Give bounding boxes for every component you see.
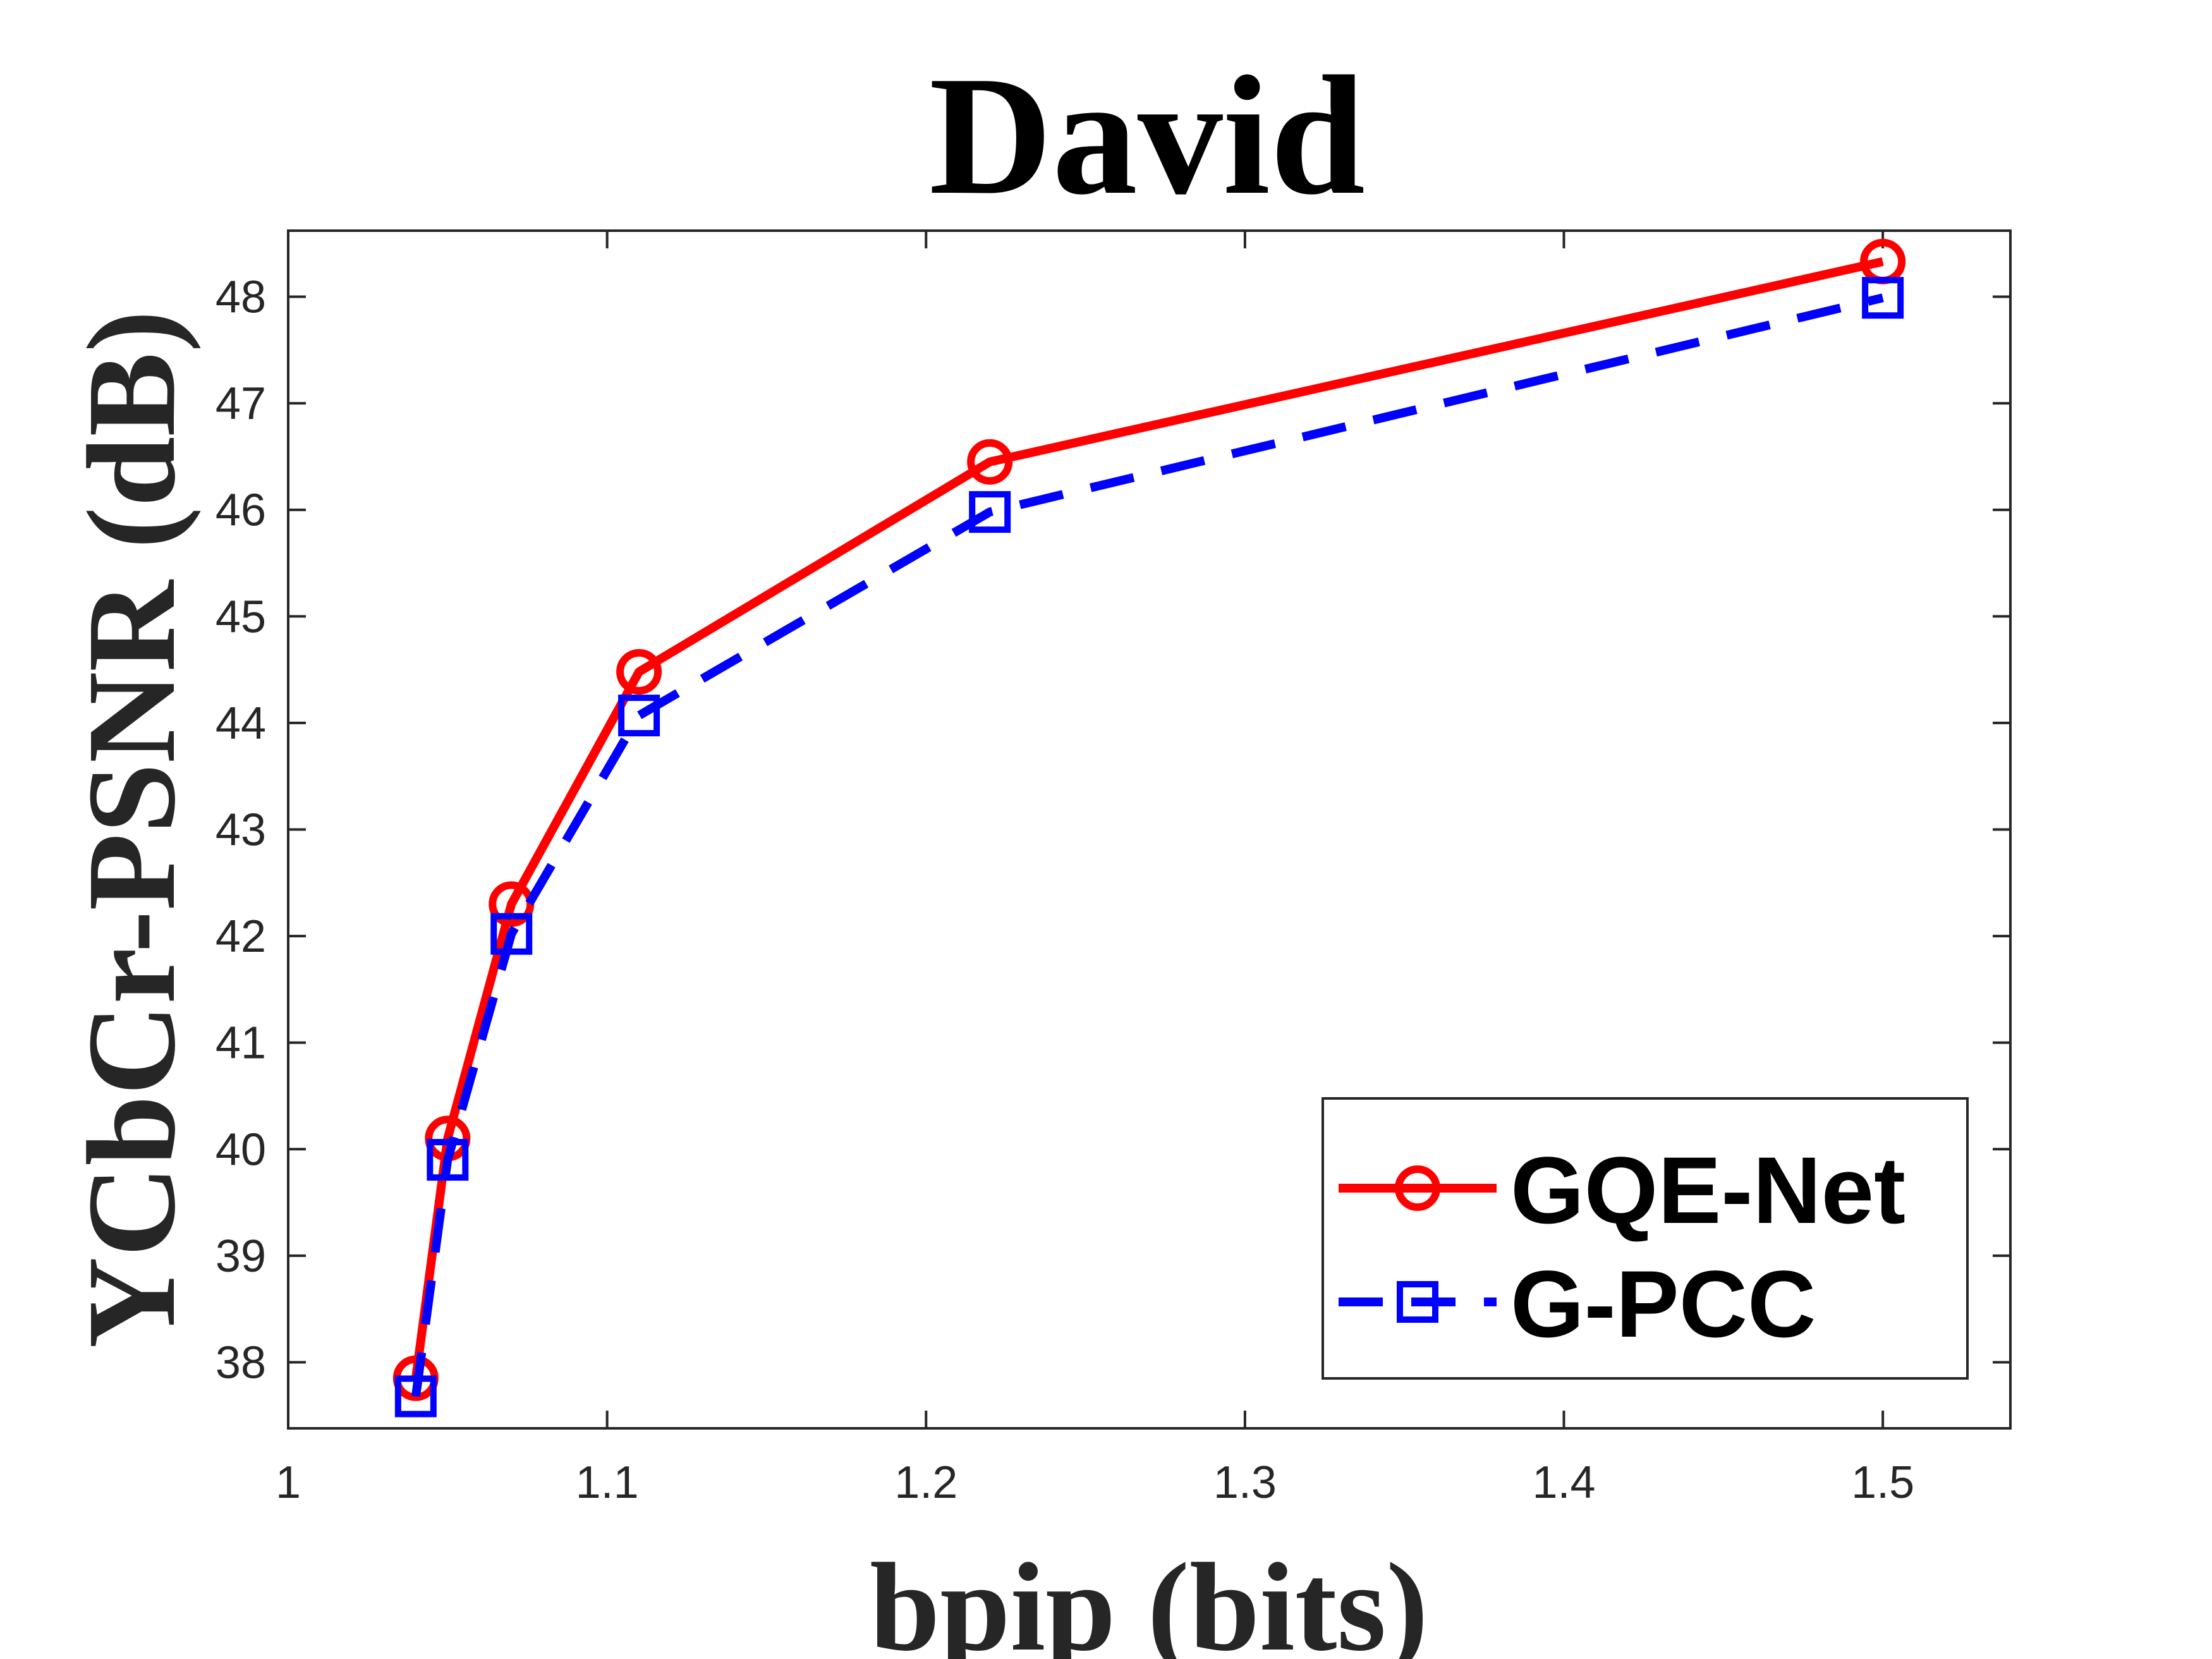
data-point bbox=[489, 881, 535, 927]
series-layer bbox=[392, 238, 1906, 1418]
data-point bbox=[967, 439, 1013, 485]
y-tick-label: 43 bbox=[216, 805, 266, 856]
x-axis: 1 1.1 1.2 1.3 1.4 1.5 bbox=[276, 231, 1914, 1508]
y-tick-label: 44 bbox=[216, 698, 266, 749]
legend-label: G-PCC bbox=[1510, 1251, 1816, 1357]
x-tick-label: 1.4 bbox=[1532, 1457, 1595, 1508]
x-tick-label: 1.5 bbox=[1851, 1457, 1914, 1508]
x-axis-label: bpip (bits) bbox=[870, 1538, 1428, 1659]
y-tick-label: 39 bbox=[216, 1231, 266, 1282]
y-tick-label: 46 bbox=[216, 485, 266, 536]
series-line bbox=[411, 293, 1884, 1397]
chart-title: David bbox=[929, 41, 1365, 230]
data-point bbox=[618, 695, 660, 737]
data-point bbox=[1862, 277, 1904, 319]
legend-marker bbox=[1395, 1165, 1440, 1211]
data-point bbox=[490, 913, 533, 955]
data-point bbox=[969, 491, 1011, 533]
data-point bbox=[394, 1375, 437, 1418]
data-point bbox=[616, 648, 662, 695]
y-tick-label: 45 bbox=[216, 592, 266, 642]
x-tick-label: 1 bbox=[276, 1457, 301, 1508]
legend-label: GQE-Net bbox=[1510, 1137, 1905, 1243]
x-tick-label: 1.3 bbox=[1213, 1457, 1277, 1508]
x-tick-label: 1.2 bbox=[894, 1457, 957, 1508]
y-axis-label: YCbCr-PSNR (dB) bbox=[62, 310, 202, 1349]
legend-box bbox=[1322, 1097, 1969, 1380]
y-tick-label: 48 bbox=[216, 272, 266, 323]
y-tick-label: 40 bbox=[216, 1124, 266, 1175]
data-point bbox=[427, 1139, 469, 1181]
y-tick-label: 42 bbox=[216, 911, 266, 962]
y-axis: 38 39 40 41 42 43 44 45 46 47 48 bbox=[216, 272, 2010, 1388]
x-tick-label: 1.1 bbox=[576, 1457, 639, 1508]
y-tick-label: 38 bbox=[216, 1337, 266, 1388]
legend-marker bbox=[1397, 1281, 1438, 1323]
series-2 bbox=[394, 277, 1904, 1418]
y-tick-label: 41 bbox=[216, 1018, 266, 1069]
y-tick-label: 47 bbox=[216, 379, 266, 429]
